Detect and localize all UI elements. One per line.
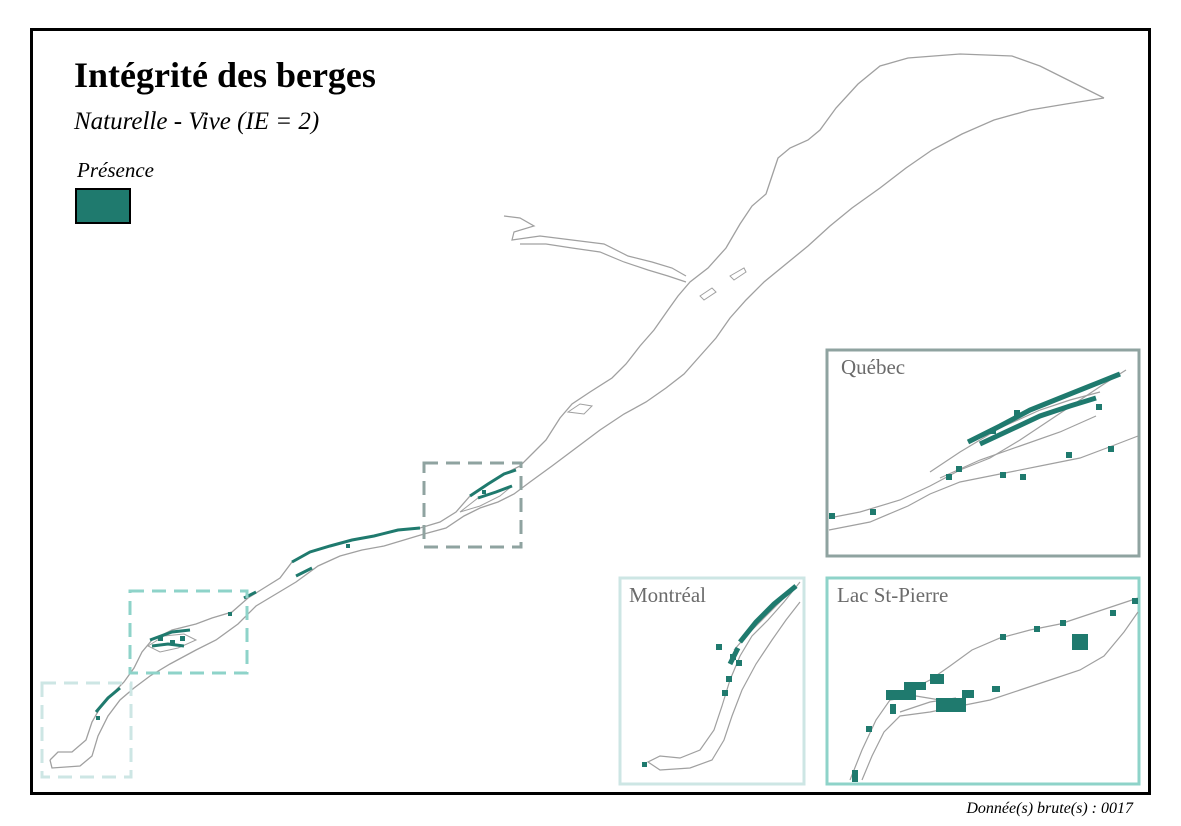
inset-quebec-label: Québec <box>841 355 905 379</box>
locator-montreal <box>40 681 133 779</box>
locator-lac-st-pierre <box>128 589 249 675</box>
inset-lac-st-pierre: Lac St-Pierre <box>825 576 1141 786</box>
saguenay-river <box>503 215 687 283</box>
inset-lac-st-pierre-label: Lac St-Pierre <box>837 583 948 607</box>
locator-quebec <box>422 461 523 549</box>
map-frame <box>30 28 1151 795</box>
presence-dots <box>96 490 486 720</box>
footer-source: Donnée(s) brute(s) : 0017 <box>966 800 1133 817</box>
legend-swatch <box>75 188 131 224</box>
inset-quebec: Québec <box>825 348 1141 558</box>
island-1 <box>566 403 594 415</box>
inset-montreal: Montréal <box>618 576 806 786</box>
island-4 <box>699 267 747 301</box>
inset-montreal-label: Montréal <box>629 583 706 607</box>
map-title: Intégrité des berges <box>74 55 376 95</box>
legend-label: Présence <box>77 158 154 182</box>
river-south-shore <box>49 97 1105 769</box>
map-subtitle: Naturelle - Vive (IE = 2) <box>74 108 320 135</box>
